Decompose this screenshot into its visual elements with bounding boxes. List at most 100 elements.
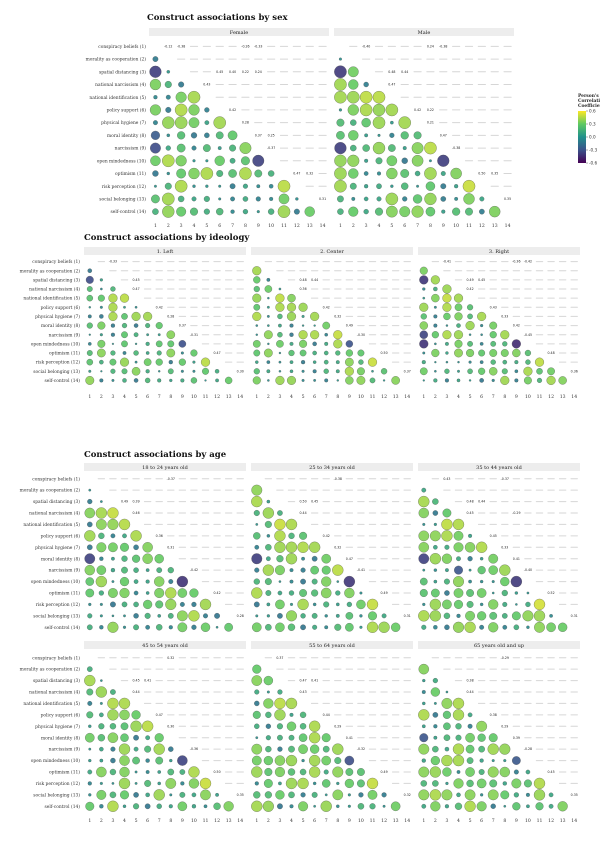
correlation-bubble	[110, 350, 116, 356]
faint-coefficient	[213, 748, 221, 750]
correlation-bubble	[479, 557, 484, 561]
row-label: optimism (11)	[49, 592, 80, 597]
faint-coefficient	[403, 288, 411, 290]
correlation-bubble	[380, 368, 388, 375]
correlation-bubble	[456, 792, 461, 798]
faint-coefficient	[167, 691, 175, 693]
panel-18-to-24-years-old: 18 to 24 years old-0.370.49 0.390.460.360…	[84, 463, 246, 633]
correlation-bubble	[375, 157, 383, 165]
correlation-bubble	[372, 116, 386, 129]
correlation-bubble	[444, 746, 450, 752]
x-tick-label: 7	[325, 818, 328, 824]
correlation-bubble	[324, 793, 328, 797]
correlation-bubble	[133, 332, 139, 338]
correlation-bubble	[299, 589, 307, 597]
correlation-bubble	[479, 602, 484, 607]
coefficient-label: 0.30	[167, 724, 174, 728]
faint-coefficient	[357, 691, 365, 693]
faint-coefficient	[236, 691, 244, 693]
faint-coefficient	[547, 270, 555, 272]
correlation-bubble	[429, 766, 441, 778]
correlation-bubble	[86, 286, 93, 292]
correlation-bubble	[432, 745, 439, 753]
correlation-bubble	[300, 792, 306, 798]
correlation-bubble	[251, 553, 263, 565]
faint-coefficient	[201, 512, 210, 514]
correlation-bubble	[162, 192, 175, 206]
correlation-bubble	[288, 349, 295, 357]
correlation-bubble	[278, 287, 282, 291]
correlation-bubble	[99, 758, 104, 763]
faint-coefficient	[224, 714, 233, 716]
correlation-bubble	[255, 196, 261, 202]
faint-coefficient	[547, 478, 555, 480]
faint-coefficient	[570, 558, 578, 560]
faint-coefficient	[380, 297, 388, 299]
correlation-bubble	[533, 610, 546, 622]
faint-coefficient	[279, 96, 289, 98]
correlation-bubble	[297, 598, 309, 611]
coefficient-label: 0.33	[501, 545, 508, 549]
correlation-bubble	[432, 510, 439, 516]
row-label: physical hygiene (7)	[35, 546, 80, 551]
coefficient-label: 0.22	[242, 70, 249, 74]
faint-coefficient	[224, 306, 233, 308]
correlation-bubble	[145, 792, 150, 798]
correlation-bubble	[230, 196, 235, 202]
correlation-bubble	[254, 169, 263, 178]
faint-coefficient	[190, 279, 198, 281]
correlation-bubble	[445, 341, 449, 346]
correlation-bubble	[274, 766, 285, 778]
faint-coefficient	[254, 109, 263, 111]
coefficient-label: 0.28	[237, 614, 244, 618]
correlation-bubble	[456, 770, 461, 774]
correlation-bubble	[421, 724, 426, 729]
legend-title: Person's	[578, 94, 599, 99]
faint-coefficient	[167, 270, 175, 272]
panel-strip-label: Male	[418, 30, 431, 36]
faint-coefficient	[466, 657, 474, 659]
correlation-bubble	[275, 622, 285, 632]
correlation-bubble	[429, 598, 441, 611]
correlation-bubble	[467, 340, 473, 347]
correlation-bubble	[490, 359, 496, 365]
faint-coefficient	[267, 96, 276, 98]
coefficient-label: 0.47	[133, 287, 140, 291]
correlation-bubble	[334, 154, 347, 167]
faint-coefficient	[413, 71, 422, 73]
faint-coefficient	[224, 261, 233, 263]
faint-coefficient	[224, 352, 233, 354]
faint-coefficient	[109, 657, 117, 659]
color-legend: Person'sCorrelationCoefficient0.60.30.0-…	[578, 94, 600, 166]
correlation-bubble	[477, 733, 486, 742]
correlation-bubble	[524, 349, 532, 357]
correlation-bubble	[310, 744, 320, 754]
correlation-bubble	[371, 369, 374, 373]
faint-coefficient	[512, 714, 521, 716]
faint-coefficient	[380, 748, 388, 750]
panel-65-years-old-and-up: 65 years old and up-0.290.380.440.380.29…	[418, 641, 580, 824]
correlation-bubble	[157, 333, 161, 337]
faint-coefficient	[305, 96, 314, 98]
faint-coefficient	[310, 478, 319, 480]
row-title: Construct associations by ideology	[84, 233, 250, 243]
correlation-bubble	[441, 530, 453, 542]
correlation-bubble	[289, 579, 294, 584]
faint-coefficient	[236, 512, 244, 514]
faint-coefficient	[357, 668, 365, 670]
correlation-bubble	[345, 349, 353, 357]
correlation-bubble	[214, 369, 220, 374]
faint-coefficient	[403, 261, 411, 263]
faint-coefficient	[236, 261, 244, 263]
correlation-bubble	[289, 369, 294, 374]
correlation-bubble	[133, 350, 139, 356]
faint-coefficient	[201, 558, 210, 560]
x-tick-label: 5	[135, 818, 138, 824]
faint-coefficient	[524, 315, 532, 317]
correlation-bubble	[332, 766, 344, 778]
faint-coefficient	[305, 147, 314, 149]
correlation-bubble	[84, 674, 96, 687]
faint-coefficient	[512, 315, 521, 317]
faint-coefficient	[310, 523, 319, 525]
